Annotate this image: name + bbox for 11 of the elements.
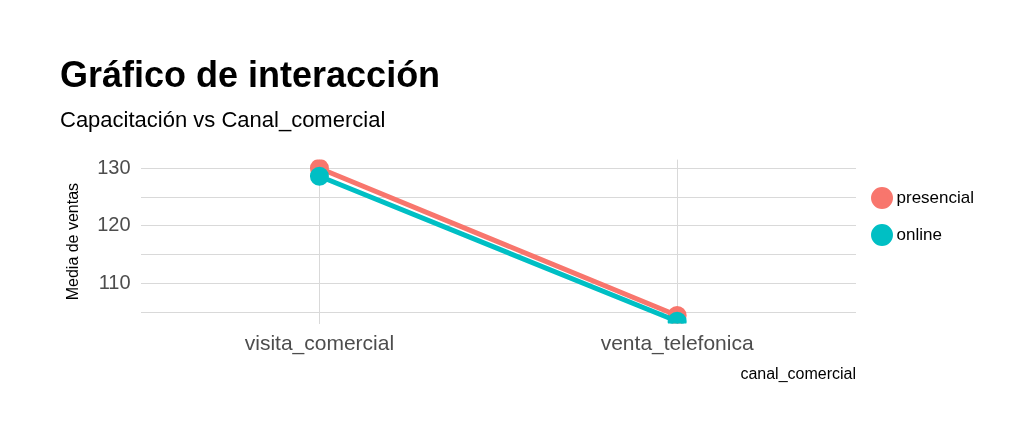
y-tick-label: 130 [97,155,131,178]
x-axis-title: canal_comercial [740,364,857,383]
x-tick-label: venta_telefonica [600,331,754,355]
chart-subtitle: Capacitación vs Canal_comercial [60,107,386,133]
legend-label: online [896,224,942,244]
y-tick-label: 120 [97,213,131,236]
chart-title: Gráfico de interacción [60,53,441,95]
y-axis-title: Media de ventas [64,182,82,301]
legend-label: presencial [896,187,975,207]
x-tick-label: visita_comercial [244,331,395,355]
y-tick-label: 110 [98,270,131,293]
